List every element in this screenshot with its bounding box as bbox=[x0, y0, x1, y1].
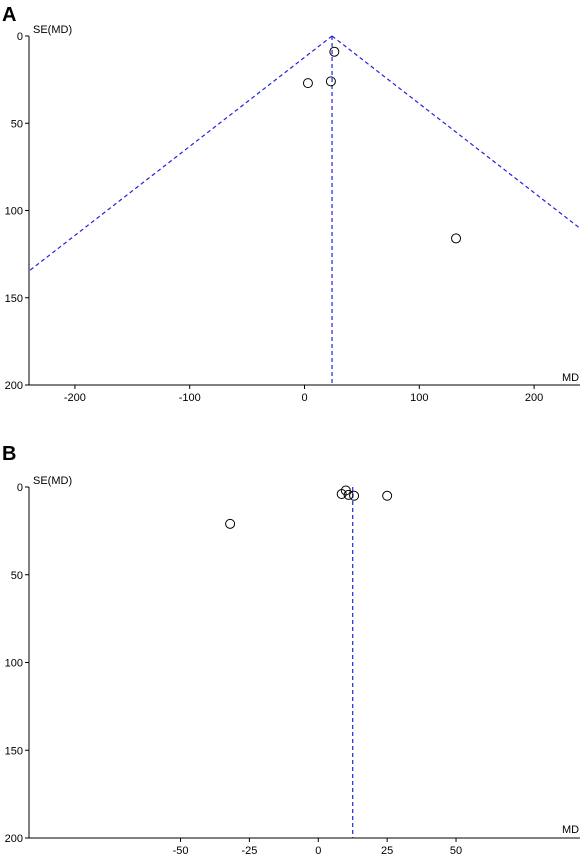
funnel-plot-b: B SE(MD) MD 0 50 100 150 200 -50 -25 0 25 50 bbox=[2, 443, 580, 857]
x-axis-title: MD bbox=[562, 372, 579, 384]
x-tick-label: 0 bbox=[301, 392, 307, 404]
study-point bbox=[451, 233, 462, 244]
panel-label: B bbox=[2, 443, 16, 465]
y-tick-label: 150 bbox=[5, 745, 23, 757]
y-tick-label: 150 bbox=[5, 293, 23, 305]
study-point bbox=[349, 490, 360, 501]
study-point bbox=[382, 490, 393, 501]
x-axis-title: MD bbox=[562, 824, 579, 836]
y-tick-label: 100 bbox=[5, 206, 23, 218]
x-tick-label: -100 bbox=[179, 392, 201, 404]
study-point bbox=[325, 76, 336, 87]
y-axis-title: SE(MD) bbox=[33, 24, 72, 36]
y-tick-label: 50 bbox=[11, 570, 23, 582]
x-tick-label: -200 bbox=[64, 392, 86, 404]
y-tick-label: 50 bbox=[11, 118, 23, 130]
x-tick-label: 0 bbox=[315, 845, 321, 857]
y-axis-title: SE(MD) bbox=[33, 475, 72, 487]
funnel-plot-a: A SE(MD) MD 0 50 100 150 200 -200 -100 0 100 200 bbox=[2, 4, 581, 404]
y-tick-label: 0 bbox=[17, 482, 23, 494]
x-tick-label: -50 bbox=[173, 845, 189, 857]
study-point bbox=[343, 489, 354, 500]
x-tick-label: 25 bbox=[381, 845, 393, 857]
y-tick-label: 200 bbox=[5, 380, 23, 392]
y-tick-label: 0 bbox=[17, 31, 23, 43]
study-point bbox=[329, 46, 340, 57]
y-tick-label: 200 bbox=[5, 833, 23, 845]
panel-label: A bbox=[2, 4, 16, 26]
x-tick-label: -25 bbox=[241, 845, 257, 857]
funnel-limit-right bbox=[331, 35, 581, 229]
study-point bbox=[225, 518, 236, 529]
study-point bbox=[302, 78, 313, 89]
y-tick-label: 100 bbox=[5, 658, 23, 670]
x-tick-label: 100 bbox=[410, 392, 428, 404]
funnel-limit-left bbox=[28, 35, 333, 272]
x-tick-label: 200 bbox=[525, 392, 543, 404]
x-tick-label: 50 bbox=[450, 845, 462, 857]
